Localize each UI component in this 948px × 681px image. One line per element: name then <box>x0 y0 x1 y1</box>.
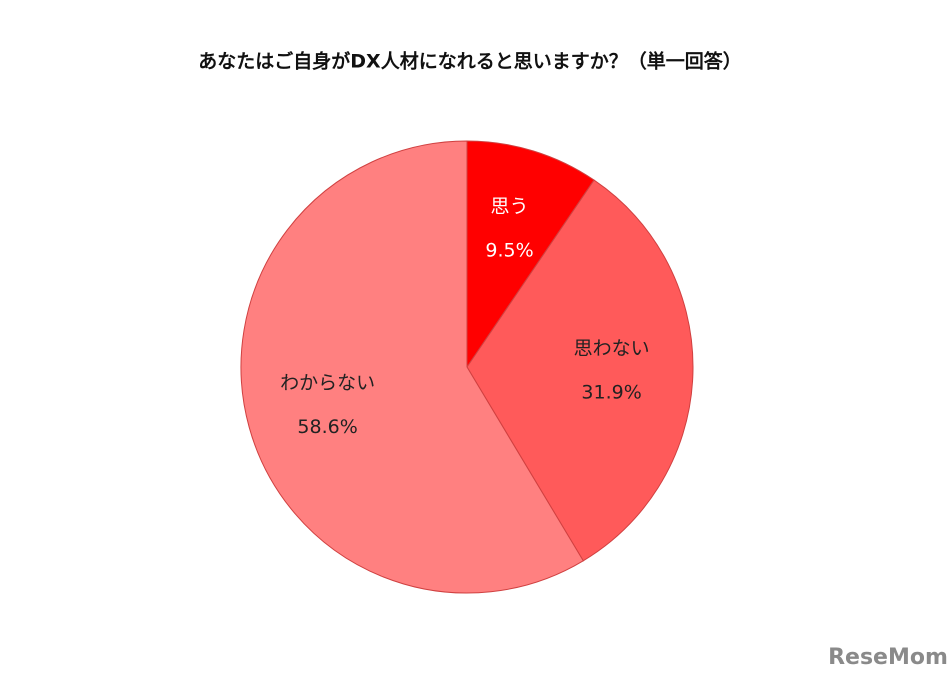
slice-label: 思わない <box>574 338 650 360</box>
pie-slice <box>466 140 595 369</box>
value-label: 9.5% <box>485 239 533 261</box>
value-label: 58.6% <box>297 416 357 438</box>
slice-label: わからない <box>280 372 375 394</box>
pie-slice <box>466 179 694 562</box>
chart-title: あなたはご自身がDX人材になれると思いますか？（単一回答） <box>198 50 741 73</box>
slice-label: 思う <box>491 195 529 217</box>
watermark: ReseMom <box>828 645 948 670</box>
value-label: 31.9% <box>581 382 641 404</box>
pie-slice <box>240 140 584 594</box>
